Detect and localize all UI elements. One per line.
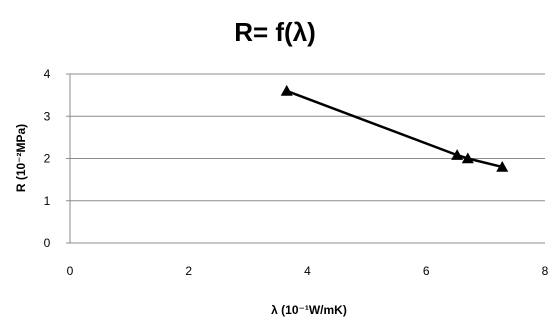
markers [280, 84, 509, 172]
y-tick-label: 2 [44, 152, 51, 166]
x-tick-label: 0 [67, 264, 74, 278]
series-layer [286, 89, 503, 169]
series-line-0 [286, 89, 503, 169]
y-axis-label: R (10⁻²MPa) [14, 124, 28, 192]
y-tick-label: 0 [44, 236, 51, 250]
y-tick-label: 1 [44, 194, 51, 208]
x-tick-label: 6 [423, 264, 430, 278]
x-tick-label: 8 [542, 264, 549, 278]
y-tick-label: 3 [44, 109, 51, 123]
data-point-triangle [451, 149, 464, 160]
axes [66, 73, 71, 244]
data-point-triangle [280, 84, 293, 96]
grid-lines [70, 73, 545, 244]
x-tick-label: 4 [304, 264, 311, 278]
y-tick-label: 4 [44, 67, 51, 81]
data-point-triangle [496, 160, 509, 172]
chart-title: R= f(λ) [234, 17, 316, 47]
data-point-triangle [461, 152, 474, 164]
x-tick-label: 2 [185, 264, 192, 278]
x-axis-label: λ (10⁻¹W/mK) [271, 303, 347, 317]
tick-labels: 0 1 2 3 4 0 2 4 6 8 [44, 67, 549, 278]
